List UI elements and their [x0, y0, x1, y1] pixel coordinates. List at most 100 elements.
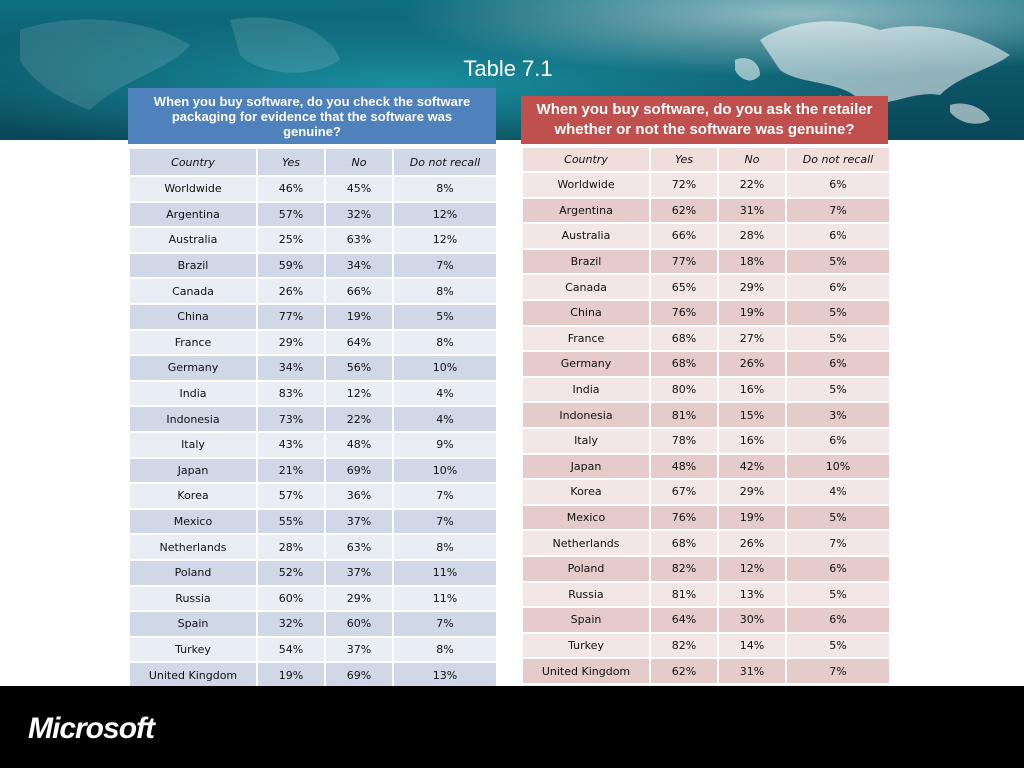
- table-row: Australia 66% 28% 6%: [521, 222, 891, 250]
- table-row: France 68% 27% 5%: [521, 324, 891, 353]
- column-header: No: [717, 146, 787, 173]
- value-cell: 56%: [324, 354, 394, 382]
- right-table-body: Worldwide 72% 22% 6% Argentina 62% 31% 7% Austra…: [521, 171, 891, 711]
- value-cell: 18%: [717, 247, 787, 276]
- value-cell: 14%: [717, 631, 787, 660]
- country-cell: Netherlands: [521, 529, 651, 557]
- value-cell: 64%: [324, 328, 394, 357]
- value-cell: 5%: [785, 503, 891, 532]
- column-header: Do not recall: [785, 146, 891, 173]
- column-header: Country: [128, 147, 258, 177]
- value-cell: 77%: [256, 302, 326, 331]
- value-cell: 30%: [717, 606, 787, 634]
- country-cell: Worldwide: [521, 171, 651, 199]
- value-cell: 28%: [256, 533, 326, 561]
- value-cell: 3%: [785, 401, 891, 429]
- table-row: Turkey 54% 37% 8%: [128, 635, 498, 664]
- right-data-table: Country Yes No Do not recall Worldwide 72% 22…: [521, 146, 891, 711]
- value-cell: 5%: [785, 298, 891, 327]
- country-cell: Russia: [521, 580, 651, 609]
- country-cell: Korea: [521, 478, 651, 506]
- table-row: Canada 65% 29% 6%: [521, 273, 891, 301]
- table-row: Korea 67% 29% 4%: [521, 478, 891, 506]
- value-cell: 13%: [392, 661, 498, 689]
- table-row: Netherlands 68% 26% 7%: [521, 529, 891, 557]
- country-cell: Spain: [128, 610, 258, 638]
- country-cell: Argentina: [128, 200, 258, 229]
- value-cell: 19%: [717, 503, 787, 532]
- table-row: Argentina 57% 32% 12%: [128, 200, 498, 229]
- value-cell: 25%: [256, 226, 326, 254]
- table-row: Germany 68% 26% 6%: [521, 350, 891, 378]
- value-cell: 69%: [324, 456, 394, 485]
- column-header: No: [324, 147, 394, 177]
- column-header: Yes: [649, 146, 719, 173]
- table-row: Italy 43% 48% 9%: [128, 430, 498, 459]
- left-data-table: Country Yes No Do not recall Worldwide 46% 45…: [128, 147, 498, 715]
- value-cell: 6%: [785, 171, 891, 199]
- table-row: Turkey 82% 14% 5%: [521, 631, 891, 660]
- value-cell: 77%: [649, 247, 719, 276]
- country-cell: Poland: [521, 554, 651, 583]
- value-cell: 65%: [649, 273, 719, 301]
- value-cell: 22%: [324, 405, 394, 433]
- country-cell: France: [128, 328, 258, 357]
- value-cell: 76%: [649, 298, 719, 327]
- table-row: Worldwide 72% 22% 6%: [521, 171, 891, 199]
- value-cell: 16%: [717, 426, 787, 455]
- left-table-panel: When you buy software, do you check the …: [128, 88, 498, 715]
- value-cell: 7%: [392, 610, 498, 638]
- value-cell: 57%: [256, 200, 326, 229]
- country-cell: Poland: [128, 558, 258, 587]
- value-cell: 7%: [392, 251, 498, 280]
- value-cell: 8%: [392, 175, 498, 203]
- value-cell: 46%: [256, 175, 326, 203]
- value-cell: 34%: [256, 354, 326, 382]
- value-cell: 62%: [649, 196, 719, 225]
- value-cell: 12%: [392, 226, 498, 254]
- country-cell: India: [128, 379, 258, 408]
- right-header-row: Country Yes No Do not recall: [521, 146, 891, 173]
- value-cell: 66%: [649, 222, 719, 250]
- table-row: China 76% 19% 5%: [521, 298, 891, 327]
- value-cell: 10%: [785, 452, 891, 481]
- value-cell: 9%: [392, 430, 498, 459]
- value-cell: 4%: [392, 405, 498, 433]
- table-row: Russia 81% 13% 5%: [521, 580, 891, 609]
- table-row: India 83% 12% 4%: [128, 379, 498, 408]
- value-cell: 12%: [717, 554, 787, 583]
- right-question-header: When you buy software, do you ask the re…: [521, 96, 888, 144]
- value-cell: 8%: [392, 533, 498, 561]
- value-cell: 16%: [717, 375, 787, 404]
- country-cell: Italy: [521, 426, 651, 455]
- country-cell: Brazil: [521, 247, 651, 276]
- country-cell: United Kingdom: [521, 657, 651, 685]
- value-cell: 29%: [256, 328, 326, 357]
- table-row: United Kingdom 19% 69% 13%: [128, 661, 498, 689]
- country-cell: Turkey: [128, 635, 258, 664]
- value-cell: 7%: [785, 529, 891, 557]
- value-cell: 59%: [256, 251, 326, 280]
- value-cell: 7%: [785, 196, 891, 225]
- value-cell: 63%: [324, 533, 394, 561]
- table-row: Germany 34% 56% 10%: [128, 354, 498, 382]
- value-cell: 66%: [324, 277, 394, 305]
- value-cell: 4%: [392, 379, 498, 408]
- country-cell: Russia: [128, 584, 258, 613]
- value-cell: 48%: [649, 452, 719, 481]
- value-cell: 68%: [649, 529, 719, 557]
- value-cell: 72%: [649, 171, 719, 199]
- value-cell: 37%: [324, 558, 394, 587]
- value-cell: 55%: [256, 507, 326, 536]
- left-question-header: When you buy software, do you check the …: [128, 88, 496, 144]
- table-row: Poland 52% 37% 11%: [128, 558, 498, 587]
- value-cell: 6%: [785, 606, 891, 634]
- value-cell: 12%: [392, 200, 498, 229]
- value-cell: 76%: [649, 503, 719, 532]
- right-table-panel: When you buy software, do you ask the re…: [521, 96, 891, 711]
- value-cell: 42%: [717, 452, 787, 481]
- value-cell: 57%: [256, 482, 326, 510]
- table-row: Argentina 62% 31% 7%: [521, 196, 891, 225]
- value-cell: 26%: [256, 277, 326, 305]
- table-row: Korea 57% 36% 7%: [128, 482, 498, 510]
